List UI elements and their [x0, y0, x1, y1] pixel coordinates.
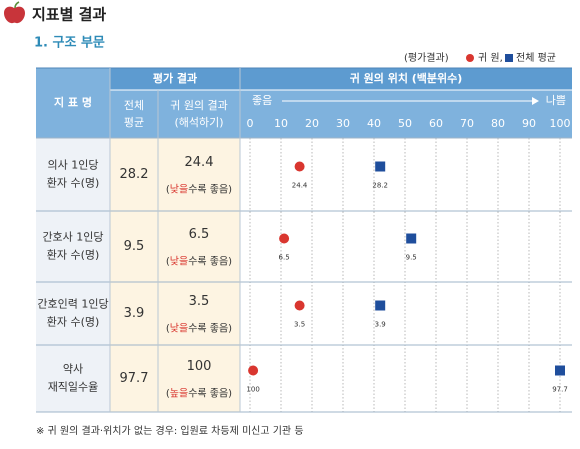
- indicator-name: 환자 수(명): [47, 249, 100, 262]
- indicator-name: 환자 수(명): [47, 316, 100, 329]
- tick-label: 50: [398, 117, 412, 130]
- result-note: (낮을수록 좋음): [166, 256, 232, 268]
- tick-label: 20: [305, 117, 319, 130]
- value-cell: [110, 345, 240, 412]
- tick-label: 0: [247, 117, 254, 130]
- average-value: 97.7: [120, 371, 149, 386]
- indicator-name: 약사: [63, 362, 83, 376]
- average-label: 9.5: [406, 254, 417, 262]
- name-cell: [36, 345, 110, 412]
- header-average: 평균: [124, 116, 144, 129]
- legend: (평가결과) 귀 원, 전체 평균: [404, 52, 556, 64]
- note-part: (: [166, 257, 170, 268]
- value-cell: [110, 282, 240, 345]
- result-note: (낮을수록 좋음): [166, 323, 232, 335]
- section-title: 1. 구조 부문: [34, 36, 105, 51]
- legend-square: [505, 54, 513, 62]
- footnote: ※ 귀 원의 결과·위치가 없는 경우: 입원료 차등제 미신고 기관 등: [36, 424, 304, 437]
- tick-label: 10: [274, 117, 288, 130]
- hospital-label: 100: [246, 386, 259, 394]
- average-label: 28.2: [372, 182, 388, 190]
- note-part: 수록 좋음): [188, 323, 232, 335]
- note-part: 수록 좋음): [188, 184, 232, 196]
- legend-average: 전체 평균: [516, 52, 556, 64]
- value-cell: [110, 138, 240, 211]
- indicator-name: 간호사 1인당: [42, 231, 103, 244]
- result-value: 24.4: [185, 155, 214, 170]
- tick-label: 40: [367, 117, 381, 130]
- indicator-name: 의사 1인당: [48, 159, 99, 172]
- header-indicator: 지 표 명: [54, 95, 92, 109]
- note-part: (: [166, 185, 170, 196]
- note-part: 낮을: [170, 323, 188, 335]
- name-cell: [36, 211, 110, 282]
- hospital-label: 3.5: [294, 321, 305, 329]
- name-cell: [36, 138, 110, 211]
- note-part: 수록 좋음): [188, 256, 232, 268]
- hospital-marker: [248, 365, 259, 376]
- note-part: 낮을: [170, 184, 188, 196]
- result-note: (낮을수록 좋음): [166, 184, 232, 196]
- tick-label: 70: [460, 117, 474, 130]
- note-part: 높을: [170, 388, 188, 400]
- indicator-name: 간호인력 1인당: [37, 298, 108, 311]
- average-marker: [375, 161, 386, 172]
- hospital-marker: [294, 300, 305, 311]
- legend-label: (평가결과): [404, 52, 449, 64]
- name-cell: [36, 282, 110, 345]
- indicator-name: 환자 수(명): [47, 177, 100, 190]
- hospital-marker: [279, 233, 290, 244]
- header-result: 귀 원의 결과: [170, 99, 228, 112]
- result-value: 100: [187, 359, 212, 374]
- legend-hospital: 귀 원,: [478, 52, 503, 64]
- note-part: 낮을: [170, 256, 188, 268]
- tick-label: 90: [522, 117, 536, 130]
- hospital-label: 6.5: [279, 254, 290, 262]
- note-part: (: [166, 324, 170, 335]
- result-note: (높을수록 좋음): [166, 388, 232, 400]
- arrow-head: [532, 97, 539, 105]
- note-part: 수록 좋음): [188, 388, 232, 400]
- header-bg: [110, 68, 572, 90]
- tick-label: 80: [491, 117, 505, 130]
- note-part: (: [166, 389, 170, 400]
- average-label: 97.7: [552, 386, 568, 394]
- average-value: 9.5: [124, 239, 145, 254]
- apple-icon: [4, 1, 25, 24]
- value-cell: [110, 211, 240, 282]
- result-value: 3.5: [189, 294, 210, 309]
- result-value: 6.5: [189, 227, 210, 242]
- title: 지표별 결과: [32, 6, 106, 24]
- legend-circle: [466, 54, 474, 62]
- average-marker: [375, 300, 386, 311]
- average-label: 3.9: [375, 321, 386, 329]
- good-label: 좋음: [252, 94, 272, 107]
- hospital-marker: [294, 161, 305, 172]
- header-average: 전체: [124, 99, 144, 112]
- tick-label: 30: [336, 117, 350, 130]
- indicator-name: 재직일수율: [48, 380, 99, 394]
- average-value: 3.9: [124, 306, 145, 321]
- tick-label: 60: [429, 117, 443, 130]
- header-result: (해석하기): [174, 115, 223, 129]
- hospital-label: 24.4: [292, 182, 308, 190]
- average-marker: [555, 365, 565, 376]
- header-position: 귀 원의 위치 (백분위수): [350, 71, 463, 85]
- average-marker: [406, 233, 417, 244]
- tick-label: 100: [550, 117, 571, 130]
- bad-label: 나쁨: [546, 94, 566, 107]
- average-value: 28.2: [120, 167, 149, 182]
- header-evaluation: 평가 결과: [153, 71, 197, 85]
